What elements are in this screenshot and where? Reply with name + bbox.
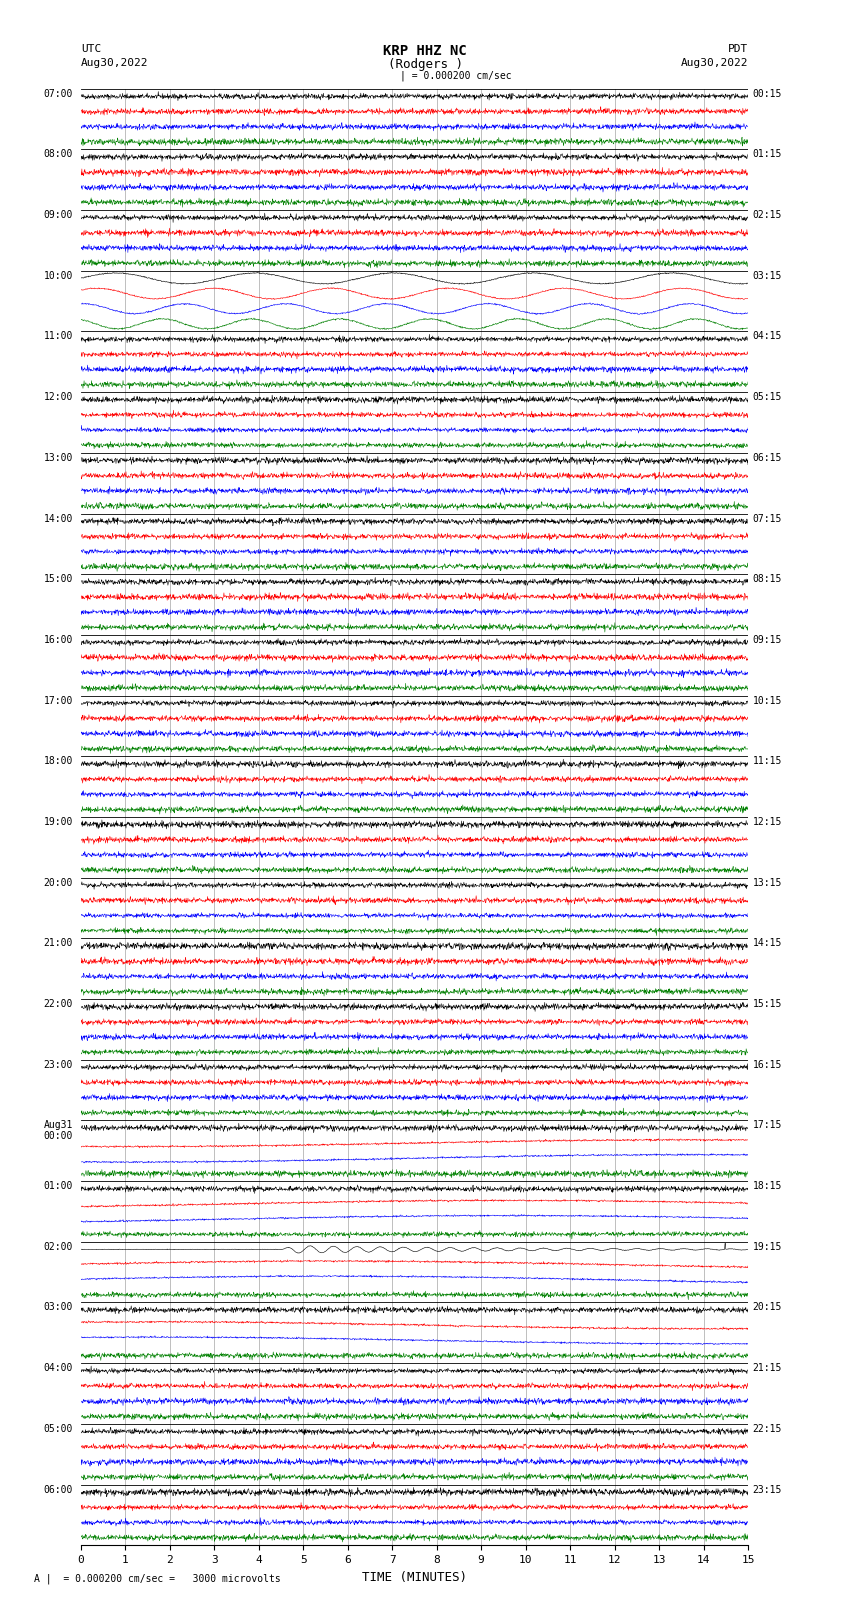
Text: 01:15: 01:15: [752, 150, 782, 160]
Text: 19:15: 19:15: [752, 1242, 782, 1252]
Text: 20:00: 20:00: [43, 877, 73, 887]
Text: 06:15: 06:15: [752, 453, 782, 463]
Text: 15:15: 15:15: [752, 998, 782, 1010]
Text: 12:15: 12:15: [752, 818, 782, 827]
Text: 07:15: 07:15: [752, 513, 782, 524]
Text: 09:00: 09:00: [43, 210, 73, 219]
Text: Aug30,2022: Aug30,2022: [681, 58, 748, 68]
Text: 14:15: 14:15: [752, 939, 782, 948]
Text: 20:15: 20:15: [752, 1303, 782, 1313]
Text: 11:00: 11:00: [43, 332, 73, 342]
Text: 11:15: 11:15: [752, 756, 782, 766]
Text: 23:00: 23:00: [43, 1060, 73, 1069]
Text: 15:00: 15:00: [43, 574, 73, 584]
Text: 02:00: 02:00: [43, 1242, 73, 1252]
Text: 03:00: 03:00: [43, 1303, 73, 1313]
Text: 21:15: 21:15: [752, 1363, 782, 1373]
Text: (Rodgers ): (Rodgers ): [388, 58, 462, 71]
Text: 22:00: 22:00: [43, 998, 73, 1010]
Text: 03:15: 03:15: [752, 271, 782, 281]
Text: 12:00: 12:00: [43, 392, 73, 402]
Text: 04:00: 04:00: [43, 1363, 73, 1373]
Text: 13:00: 13:00: [43, 453, 73, 463]
Text: 08:15: 08:15: [752, 574, 782, 584]
Text: 07:00: 07:00: [43, 89, 73, 98]
Text: 10:15: 10:15: [752, 695, 782, 705]
X-axis label: TIME (MINUTES): TIME (MINUTES): [362, 1571, 467, 1584]
Text: 18:15: 18:15: [752, 1181, 782, 1190]
Text: Aug30,2022: Aug30,2022: [81, 58, 148, 68]
Text: UTC: UTC: [81, 44, 101, 53]
Text: 19:00: 19:00: [43, 818, 73, 827]
Text: 21:00: 21:00: [43, 939, 73, 948]
Text: A |  = 0.000200 cm/sec =   3000 microvolts: A | = 0.000200 cm/sec = 3000 microvolts: [34, 1573, 280, 1584]
Text: 02:15: 02:15: [752, 210, 782, 219]
Text: 05:15: 05:15: [752, 392, 782, 402]
Text: 14:00: 14:00: [43, 513, 73, 524]
Text: 06:00: 06:00: [43, 1484, 73, 1495]
Text: KRP HHZ NC: KRP HHZ NC: [383, 44, 467, 58]
Text: 23:15: 23:15: [752, 1484, 782, 1495]
Text: 10:00: 10:00: [43, 271, 73, 281]
Text: 05:00: 05:00: [43, 1424, 73, 1434]
Text: 17:15: 17:15: [752, 1121, 782, 1131]
Text: 13:15: 13:15: [752, 877, 782, 887]
Text: 01:00: 01:00: [43, 1181, 73, 1190]
Text: 08:00: 08:00: [43, 150, 73, 160]
Text: Aug31
00:00: Aug31 00:00: [43, 1121, 73, 1142]
Text: PDT: PDT: [728, 44, 748, 53]
Text: 17:00: 17:00: [43, 695, 73, 705]
Text: 16:00: 16:00: [43, 636, 73, 645]
Text: 16:15: 16:15: [752, 1060, 782, 1069]
Text: 09:15: 09:15: [752, 636, 782, 645]
Text: 04:15: 04:15: [752, 332, 782, 342]
Text: 18:00: 18:00: [43, 756, 73, 766]
Text: 00:15: 00:15: [752, 89, 782, 98]
Text: | = 0.000200 cm/sec: | = 0.000200 cm/sec: [400, 71, 511, 82]
Text: 22:15: 22:15: [752, 1424, 782, 1434]
